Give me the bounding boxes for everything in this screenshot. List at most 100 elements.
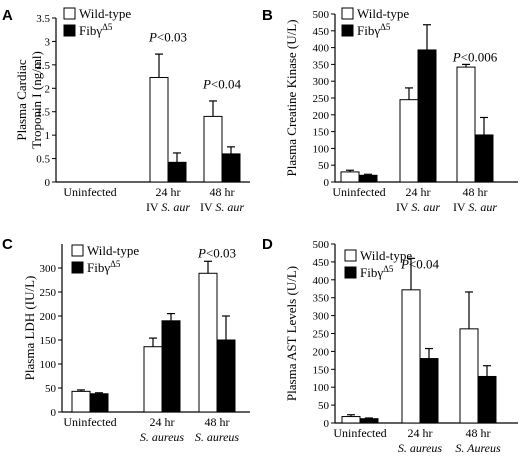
bar-mutant-d-2	[477, 375, 497, 424]
bar-wild-type-c-0	[71, 390, 91, 413]
bar-wild-type-d-1	[401, 289, 421, 424]
y-tick-label-a: 0.5	[36, 154, 50, 166]
x-tick-label-b: 48 hr	[463, 185, 488, 199]
y-tick-label-c: 300	[40, 263, 57, 275]
y-tick-label-a: 1	[45, 130, 51, 142]
bar-wild-type-a-2	[203, 115, 223, 183]
y-tick-label-a: 3.5	[36, 13, 50, 25]
panel-label-b: B	[262, 7, 273, 24]
x-tick-sublabel-b: IV S. aur	[396, 200, 440, 214]
y-tick-label-d: 350	[313, 293, 330, 305]
legend-label-wild-type: Wild-type	[79, 6, 131, 21]
x-tick-sublabel-c: S. aureus	[195, 430, 240, 444]
legend-label-wild-type: Wild-type	[87, 243, 139, 258]
y-tick-label-c: 150	[40, 335, 57, 347]
bar-mutant-a-1	[167, 161, 187, 183]
y-tick-label-b: 100	[313, 143, 330, 155]
bar-mutant-c-0	[89, 393, 109, 413]
bar-wild-type-d-2	[459, 328, 479, 424]
y-tick-label-c: 250	[40, 287, 57, 299]
y-tick-label-d: 150	[313, 364, 330, 376]
x-tick-label-d: 24 hr	[408, 426, 433, 440]
legend-swatch-mutant	[71, 261, 84, 274]
y-axis-label-d: Plasma AST Levels (U/L)	[284, 266, 299, 401]
bar-mutant-c-2	[216, 339, 236, 413]
y-tick-label-c: 100	[40, 359, 57, 371]
y-axis-label-a: Plasma CardiacTroponin I (ng/ml)	[14, 51, 44, 149]
y-tick-label-b: 400	[313, 43, 330, 55]
x-tick-label-d: 48 hr	[466, 426, 491, 440]
legend-swatch-mutant	[344, 266, 357, 279]
y-tick-label-b: 0	[324, 177, 330, 189]
y-tick-label-a: 3	[45, 36, 51, 48]
legend-swatch-wild-type	[71, 244, 84, 257]
y-tick-label-d: 50	[318, 400, 330, 412]
y-tick-label-a: 1.5	[36, 107, 50, 119]
panel-label-a: A	[2, 7, 13, 24]
y-tick-label-d: 400	[313, 275, 330, 287]
x-tick-label-a: 48 hr	[210, 185, 235, 199]
bar-mutant-b-2	[474, 134, 494, 183]
y-tick-label-c: 50	[45, 383, 57, 395]
legend-swatch-wild-type	[63, 7, 76, 20]
x-tick-sublabel-d: S. aureus	[398, 441, 443, 455]
y-tick-label-d: 300	[313, 311, 330, 323]
p-value-annotation-b: P<0.006	[452, 50, 498, 65]
legend-label-wild-type: Wild-type	[357, 6, 409, 21]
y-tick-label-b: 300	[313, 76, 330, 88]
p-value-annotation-d: P<0.04	[400, 256, 440, 271]
bar-wild-type-b-0	[340, 171, 360, 183]
panel-label-c: C	[2, 236, 13, 253]
legend-label-mutant: FibγΔ5	[360, 264, 394, 280]
chart-panel-a: 0 0.5 1 1.5 2 2.5 3 3.5 Plasma CardiacTroponin I…	[14, 6, 250, 214]
legend-swatch-mutant	[341, 24, 354, 37]
x-tick-label-b: 24 hr	[406, 185, 431, 199]
y-tick-label-b: 200	[313, 110, 330, 122]
bar-mutant-b-0	[358, 174, 378, 183]
y-tick-label-c: 200	[40, 311, 57, 323]
panel-label-d: D	[262, 236, 273, 253]
y-tick-label-d: 100	[313, 382, 330, 394]
y-tick-label-d: 500	[313, 239, 330, 251]
y-tick-label-d: 200	[313, 346, 330, 358]
x-tick-sublabel-d: S. Aureus	[455, 441, 501, 455]
bar-wild-type-c-2	[198, 272, 218, 413]
y-tick-label-a: 2.5	[36, 60, 50, 72]
legend-swatch-wild-type	[344, 249, 357, 262]
bar-mutant-b-1	[417, 49, 437, 183]
y-tick-label-b: 500	[313, 9, 330, 21]
y-tick-label-a: 2	[45, 83, 51, 95]
bar-wild-type-b-2	[456, 66, 476, 183]
y-tick-label-d: 250	[313, 329, 330, 341]
y-tick-label-b: 350	[313, 59, 330, 71]
y-tick-label-c: 0	[51, 407, 57, 419]
chart-panel-d: 0 50 100 150 200 250 300 350 400 450 500 Plasma AST…	[284, 239, 518, 455]
x-tick-label-c: Uninfected	[63, 415, 116, 429]
y-tick-label-b: 250	[313, 93, 330, 105]
y-tick-label-b: 50	[318, 160, 330, 172]
legend-label-wild-type: Wild-type	[360, 248, 412, 263]
legend-swatch-wild-type	[341, 7, 354, 20]
y-tick-label-b: 450	[313, 26, 330, 38]
bar-mutant-a-2	[221, 153, 241, 183]
x-tick-label-d: Uninfected	[333, 426, 386, 440]
x-tick-label-c: 24 hr	[150, 415, 175, 429]
bar-mutant-d-1	[419, 358, 439, 424]
bar-wild-type-a-1	[149, 77, 169, 183]
x-tick-label-a: Uninfected	[63, 185, 116, 199]
bar-mutant-d-0	[359, 418, 379, 424]
x-tick-label-a: 24 hr	[156, 185, 181, 199]
x-tick-sublabel-c: S. aureus	[140, 430, 185, 444]
y-tick-label-d: 450	[313, 257, 330, 269]
legend-swatch-mutant	[63, 24, 76, 37]
bar-wild-type-c-1	[143, 346, 163, 413]
x-tick-sublabel-a: IV S. aur	[146, 200, 190, 214]
bar-wild-type-b-1	[399, 99, 419, 183]
x-tick-sublabel-b: IV S. aur	[453, 200, 497, 214]
p-value-annotation-a: P<0.03	[148, 29, 187, 44]
